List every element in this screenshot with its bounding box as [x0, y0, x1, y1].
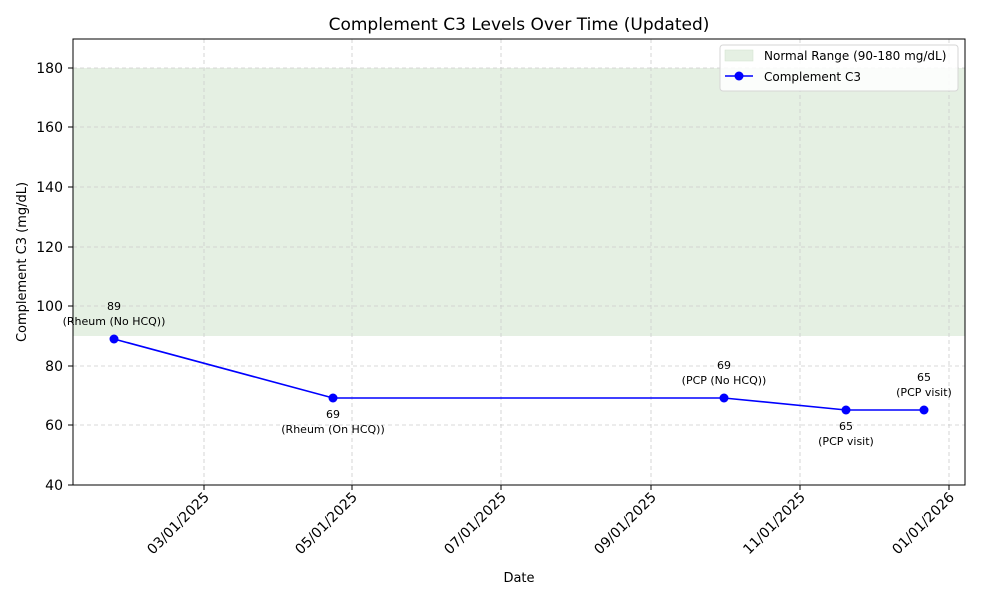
point-value: 69	[326, 408, 340, 421]
point-value: 69	[717, 359, 731, 372]
x-tick-label: 03/01/2025	[144, 490, 212, 558]
legend-range-swatch	[724, 49, 754, 62]
point-note: (Rheum (On HCQ))	[281, 423, 384, 436]
point-note: (Rheum (No HCQ))	[63, 315, 166, 328]
x-axis-label: Date	[503, 571, 534, 586]
annotations: 89 (Rheum (No HCQ)) 69 (Rheum (On HCQ)) …	[63, 300, 952, 448]
y-tick-label: 140	[36, 180, 63, 196]
complement-c3-line	[113, 338, 924, 411]
data-point	[841, 405, 851, 415]
x-tick-label: 01/01/2026	[889, 489, 957, 557]
plot-frame	[72, 38, 966, 486]
y-tick-label: 60	[45, 418, 63, 434]
point-value: 65	[917, 371, 931, 384]
legend-series-label: Complement C3	[764, 70, 861, 84]
data-markers	[109, 334, 929, 415]
y-tick-label: 100	[36, 299, 63, 315]
y-tick-label: 160	[36, 120, 63, 136]
legend-series-marker	[734, 71, 744, 81]
normal-range-band	[73, 68, 965, 336]
y-tick-label: 120	[36, 240, 63, 256]
chart-title: Complement C3 Levels Over Time (Updated)	[329, 15, 710, 35]
y-tick-label: 180	[36, 61, 63, 77]
x-tick-label: 07/01/2025	[441, 490, 509, 558]
data-point	[109, 334, 119, 344]
point-value: 65	[839, 420, 853, 433]
legend: Normal Range (90-180 mg/dL) Complement C…	[719, 44, 959, 92]
point-note: (PCP visit)	[896, 386, 952, 399]
y-tick-label: 80	[45, 359, 63, 375]
point-note: (PCP visit)	[818, 435, 874, 448]
legend-range-label: Normal Range (90-180 mg/dL)	[764, 49, 946, 63]
point-note: (PCP (No HCQ))	[682, 374, 767, 387]
y-tick-label: 40	[45, 478, 63, 494]
x-axis: 03/01/2025 05/01/2025 07/01/2025 09/01/2…	[144, 485, 958, 558]
data-point	[919, 405, 929, 415]
point-value: 89	[107, 300, 121, 313]
y-axis: 40 60 80 100 120 140 160 180	[36, 61, 73, 494]
y-axis-label: Complement C3 (mg/dL)	[15, 182, 30, 342]
x-tick-label: 05/01/2025	[292, 490, 360, 558]
x-tick-label: 09/01/2025	[591, 490, 659, 558]
data-point	[328, 393, 338, 403]
x-tick-label: 11/01/2025	[740, 490, 808, 558]
data-point	[719, 393, 729, 403]
